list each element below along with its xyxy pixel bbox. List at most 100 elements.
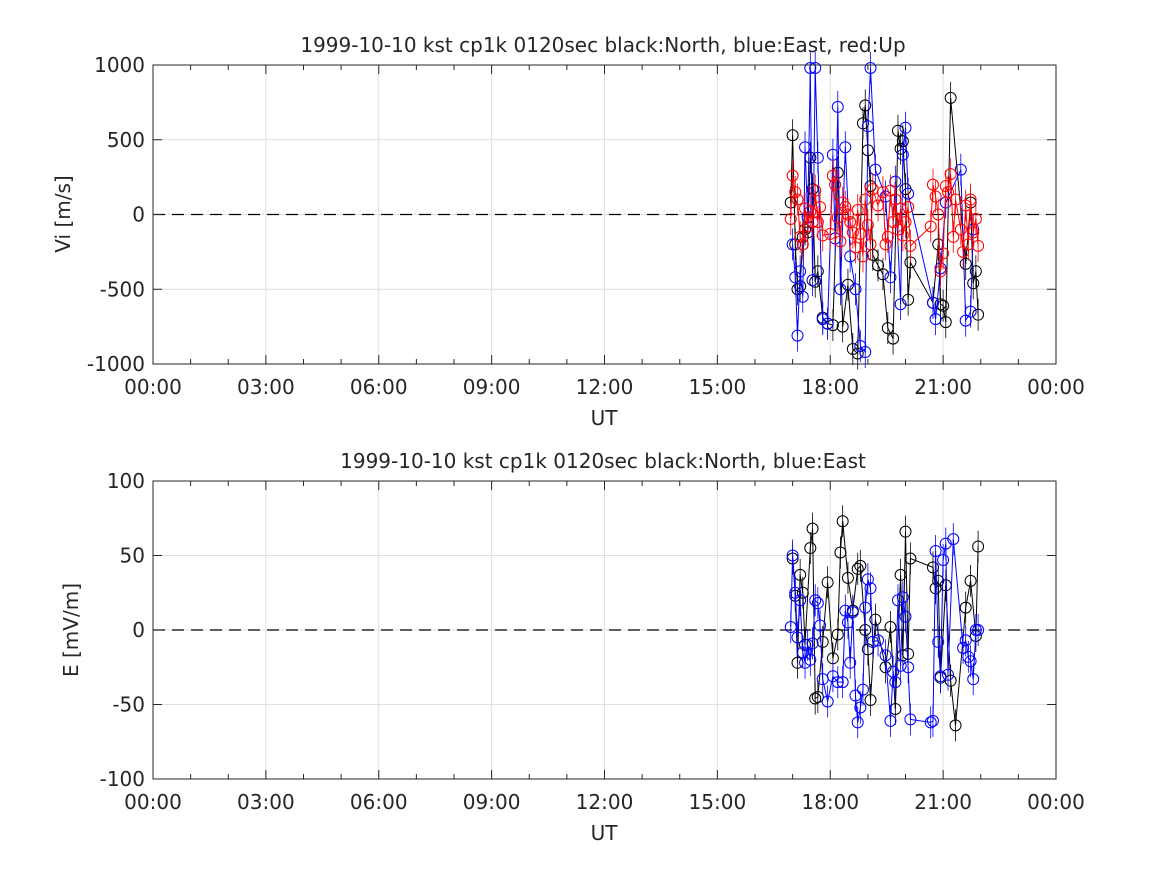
velocity-y-tick-label: 1000 — [94, 53, 145, 77]
efield-series-1-point — [811, 597, 824, 610]
velocity-x-tick-label: 03:00 — [237, 375, 295, 399]
velocity-series-0-point — [959, 257, 972, 270]
efield-series-1-point — [934, 670, 947, 683]
efield-series-1-point — [836, 676, 849, 689]
velocity-series-1-point — [849, 283, 862, 296]
velocity-series-0-line — [790, 97, 979, 355]
efield-x-label: UT — [591, 821, 619, 845]
velocity-series-2-point — [829, 178, 842, 191]
velocity-series-1-point — [864, 61, 877, 74]
velocity-series-2-point — [872, 199, 885, 212]
velocity-series-2-point — [834, 235, 847, 248]
velocity-x-tick-label: 21:00 — [914, 375, 972, 399]
velocity-series-1-point — [861, 120, 874, 133]
velocity-series-2-point — [839, 201, 852, 214]
velocity-series-2-point — [896, 229, 909, 242]
efield-series-1-point — [872, 634, 885, 647]
efield-series-1-point — [851, 716, 864, 729]
efield-series-1-point — [841, 616, 854, 629]
velocity-series-2-point — [789, 186, 802, 199]
velocity-series-1-point — [869, 163, 882, 176]
velocity-x-label: UT — [591, 406, 619, 430]
velocity-grid — [153, 65, 1056, 364]
velocity-series-2-point — [947, 230, 960, 243]
velocity-series-1-point — [834, 283, 847, 296]
efield-series-1-point — [964, 655, 977, 668]
velocity-x-tick-label: 00:00 — [124, 375, 182, 399]
velocity-series-2-point — [841, 208, 854, 221]
velocity-series-2-point — [929, 190, 942, 203]
velocity-series-1-point — [806, 274, 819, 287]
velocity-series-2-point — [894, 202, 907, 215]
velocity-series-2-point — [937, 247, 950, 260]
velocity-series-1-point — [789, 271, 802, 284]
efield-series-0-point — [804, 542, 817, 555]
velocity-series-1-point — [821, 317, 834, 330]
efield-series-1-point — [849, 689, 862, 702]
efield-series-1-point — [831, 676, 844, 689]
efield-series-1-point — [804, 653, 817, 666]
efield-series-1-point — [947, 533, 960, 546]
velocity-series-2 — [784, 158, 985, 288]
velocity-series-1-point — [791, 329, 804, 342]
velocity-series-2-point — [849, 241, 862, 254]
velocity-series-1-point — [804, 61, 817, 74]
velocity-series-2-point — [926, 178, 939, 191]
efield-series-1-point — [932, 635, 945, 648]
velocity-series-1-point — [799, 141, 812, 154]
velocity-series-0-point — [859, 99, 872, 112]
velocity-series-1-point — [811, 151, 824, 164]
efield-series-0-point — [821, 576, 834, 589]
efield-series-1-point — [972, 624, 985, 636]
velocity-x-tick-label: 09:00 — [463, 375, 521, 399]
velocity-series-0-point — [876, 268, 889, 281]
velocity-series-1-point — [794, 265, 807, 278]
velocity-series-2-point — [879, 238, 892, 251]
velocity-series-2-point — [949, 193, 962, 206]
efield-series-1-point — [924, 716, 937, 729]
velocity-series-1-point — [926, 296, 939, 309]
velocity-series-2-point — [962, 238, 975, 251]
velocity-series-2-point — [856, 250, 869, 263]
efield-series-0-point — [809, 692, 822, 705]
efield-series-1-point — [864, 582, 877, 595]
velocity-series-2-point — [796, 238, 809, 251]
efield-series-1-point — [959, 634, 972, 647]
efield-series-0-point — [864, 694, 877, 707]
efield-series-1-point — [784, 621, 797, 634]
efield-series-1-point — [809, 594, 822, 607]
velocity-series-0-point — [887, 332, 900, 345]
efield-x-tick-label: 15:00 — [689, 790, 747, 814]
velocity-x-tick-label: 06:00 — [350, 375, 408, 399]
efield-series-1-point — [904, 713, 917, 726]
efield-series-0-point — [894, 568, 907, 581]
efield-series-0-point — [932, 574, 945, 587]
velocity-series-2-point — [904, 239, 917, 252]
velocity-series-2-point — [899, 215, 912, 228]
efield-series-group — [784, 505, 985, 742]
efield-title: 1999-10-10 kst cp1k 0120sec black:North,… — [340, 449, 866, 473]
efield-series-0-point — [831, 628, 844, 641]
velocity-series-0-point — [836, 320, 849, 333]
efield-series-0-point — [884, 621, 897, 634]
velocity-series-0-point — [891, 124, 904, 137]
velocity-series-2-point — [859, 193, 872, 206]
velocity-x-tick-label: 18:00 — [801, 375, 859, 399]
efield-series-0-point — [851, 562, 864, 575]
velocity-series-2-point — [934, 265, 947, 278]
efield-series-1-point — [806, 637, 819, 650]
velocity-series-1-point — [954, 163, 967, 176]
velocity-series-2-point — [969, 212, 982, 225]
efield-x-tick-label: 00:00 — [1027, 790, 1085, 814]
efield-series-0-point — [836, 515, 849, 528]
velocity-series-0-point — [969, 265, 982, 278]
velocity-series-2-point — [944, 168, 957, 181]
velocity-series-2-point — [786, 169, 799, 182]
efield-y-tick-label: 50 — [120, 544, 145, 568]
velocity-series-1-point — [816, 313, 829, 326]
velocity-series-2-point — [814, 201, 827, 214]
velocity-series-0-point — [841, 278, 854, 291]
velocity-series-2-point — [932, 208, 945, 221]
velocity-series-1-point — [929, 313, 942, 326]
